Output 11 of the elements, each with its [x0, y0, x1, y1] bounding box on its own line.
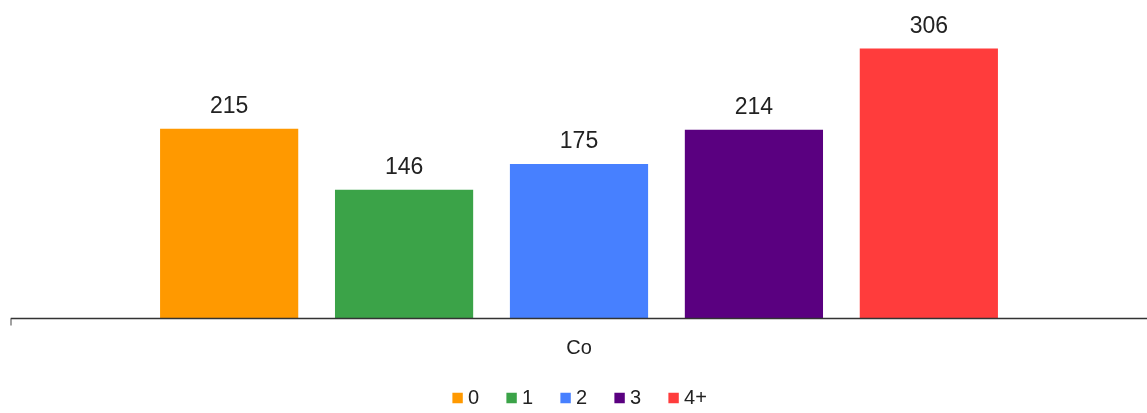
legend-label: 3: [630, 386, 643, 409]
legend-label: 1: [522, 386, 535, 409]
data-label: 146: [384, 152, 424, 179]
legend-label: 0: [468, 386, 481, 409]
data-label: 175: [559, 127, 599, 154]
data-label: 306: [909, 11, 949, 38]
legend-label: 4+: [684, 386, 707, 409]
data-label: 214: [734, 92, 774, 119]
legend-label: 2: [576, 386, 589, 409]
data-label: 215: [209, 91, 249, 118]
x-axis-title: Co: [566, 335, 592, 358]
